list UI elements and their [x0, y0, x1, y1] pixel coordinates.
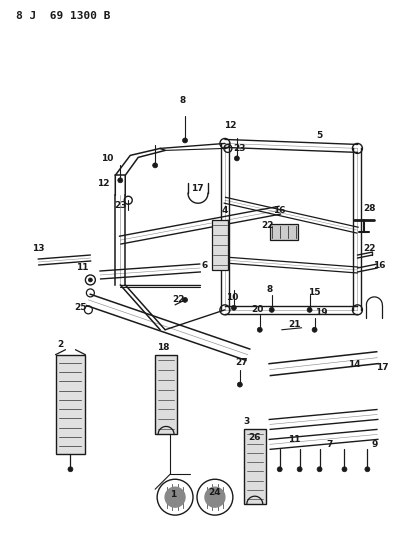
Text: 12: 12	[97, 179, 110, 188]
Bar	[244, 430, 266, 504]
Text: 12: 12	[224, 121, 236, 130]
Circle shape	[277, 467, 282, 472]
Text: 16: 16	[274, 206, 286, 215]
Text: 5: 5	[316, 131, 323, 140]
Text: 11: 11	[76, 263, 89, 272]
Text: 24: 24	[209, 488, 221, 497]
Text: 23: 23	[114, 201, 127, 209]
Circle shape	[88, 278, 92, 282]
Circle shape	[165, 487, 185, 507]
Text: 8 J  69 1300 B: 8 J 69 1300 B	[16, 11, 110, 21]
Text: 4: 4	[222, 206, 228, 215]
Text: 25: 25	[74, 303, 87, 312]
Text: 17: 17	[376, 363, 389, 372]
Circle shape	[152, 163, 158, 168]
Text: 2: 2	[57, 340, 64, 349]
Text: 14: 14	[348, 360, 361, 369]
Circle shape	[317, 467, 322, 472]
Text: 26: 26	[248, 433, 261, 442]
Text: 8: 8	[180, 96, 186, 105]
Circle shape	[231, 305, 236, 310]
Circle shape	[312, 327, 317, 332]
Bar	[212, 220, 228, 270]
Circle shape	[183, 297, 187, 302]
Circle shape	[237, 382, 242, 387]
Text: 15: 15	[309, 288, 321, 297]
Bar	[155, 354, 177, 434]
Bar	[270, 224, 298, 240]
Circle shape	[297, 467, 302, 472]
Text: 7: 7	[326, 440, 333, 449]
Text: 16: 16	[373, 261, 386, 270]
Text: 22: 22	[172, 295, 184, 304]
Text: 18: 18	[157, 343, 169, 352]
Text: 1: 1	[170, 490, 176, 499]
Bar	[55, 354, 85, 454]
Circle shape	[68, 467, 73, 472]
Text: 27: 27	[235, 358, 248, 367]
Text: 22: 22	[261, 221, 274, 230]
Text: 21: 21	[288, 320, 301, 329]
Circle shape	[234, 156, 239, 161]
Text: 10: 10	[101, 154, 114, 163]
Circle shape	[205, 487, 225, 507]
Circle shape	[342, 467, 347, 472]
Text: 9: 9	[371, 440, 378, 449]
Circle shape	[365, 467, 370, 472]
Circle shape	[118, 178, 123, 183]
Text: 10: 10	[226, 293, 238, 302]
Text: 28: 28	[363, 204, 376, 213]
Circle shape	[269, 308, 274, 312]
Text: 17: 17	[191, 184, 203, 193]
Text: 23: 23	[233, 144, 246, 153]
Text: 19: 19	[315, 308, 328, 317]
Text: 8: 8	[266, 285, 273, 294]
Text: 22: 22	[363, 244, 376, 253]
Text: 20: 20	[252, 305, 264, 314]
Text: 3: 3	[244, 417, 250, 426]
Text: 11: 11	[288, 435, 301, 444]
Circle shape	[183, 138, 187, 143]
Circle shape	[257, 327, 262, 332]
Circle shape	[307, 308, 312, 312]
Text: 13: 13	[32, 244, 45, 253]
Text: 6: 6	[202, 261, 208, 270]
